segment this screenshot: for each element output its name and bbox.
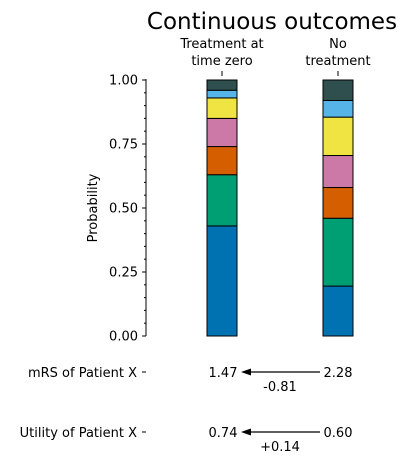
row-label: Utility of Patient X bbox=[20, 426, 137, 441]
y-tick-label: 0.00 bbox=[109, 330, 138, 345]
row-right-value: 2.28 bbox=[324, 366, 353, 381]
row-left-value: 0.74 bbox=[209, 426, 238, 441]
y-tick-label: 0.50 bbox=[109, 202, 138, 217]
bar-segment bbox=[322, 217, 354, 287]
row-arrow-head bbox=[241, 368, 251, 376]
bar-segment bbox=[206, 89, 238, 99]
y-axis: 0.00 0.25 0.50 0.75 1.00 bbox=[109, 74, 147, 345]
y-axis-label: Probability bbox=[86, 173, 101, 242]
row-change-value: +0.14 bbox=[260, 440, 300, 455]
bar-segment bbox=[322, 99, 354, 118]
y-tick-label: 1.00 bbox=[109, 74, 138, 89]
y-tick-label: 0.25 bbox=[109, 266, 138, 281]
bar-segment bbox=[206, 174, 238, 227]
x-category-label-1-line2: treatment bbox=[305, 54, 370, 69]
bar-segment bbox=[322, 79, 354, 101]
row-change-value: -0.81 bbox=[263, 380, 297, 395]
row-left-value: 1.47 bbox=[209, 366, 238, 381]
y-tick-label: 0.75 bbox=[109, 138, 138, 153]
bar-segment bbox=[206, 225, 238, 337]
bar-segment bbox=[206, 97, 238, 119]
bar-segment bbox=[322, 155, 354, 189]
bar-segment bbox=[322, 285, 354, 337]
stacked-bars bbox=[206, 71, 354, 337]
x-category-label-0-line2: time zero bbox=[191, 54, 252, 69]
row-right-value: 0.60 bbox=[324, 426, 353, 441]
bar-segment bbox=[206, 117, 238, 148]
patient-rows: mRS of Patient X 1.47 2.28 -0.81 Utility of … bbox=[20, 366, 353, 455]
bar-segment bbox=[206, 79, 238, 91]
chart-title: Continuous outcomes bbox=[147, 9, 397, 35]
x-category-label-1-line1: No bbox=[329, 37, 347, 52]
bar-segment bbox=[322, 187, 354, 219]
bar-segment bbox=[206, 146, 238, 176]
row-label: mRS of Patient X bbox=[28, 366, 137, 381]
x-category-label-0-line1: Treatment at bbox=[179, 37, 263, 52]
bar-segment bbox=[322, 116, 354, 157]
row-arrow-head bbox=[241, 428, 251, 436]
